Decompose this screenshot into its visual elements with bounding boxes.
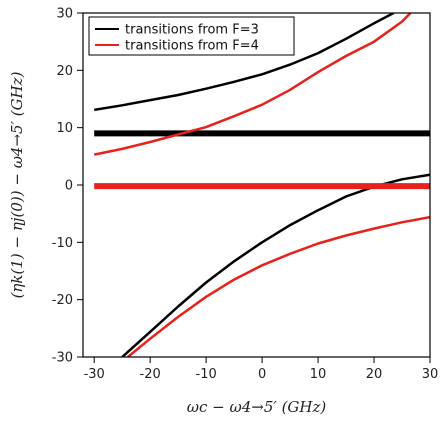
legend-label: transitions from F=4 [125,39,259,54]
series-line-5 [127,215,430,357]
y-tick-label: -30 [52,351,73,366]
y-tick-label: 10 [56,121,73,136]
y-tick-label: 0 [65,179,73,194]
legend-label: transitions from F=3 [125,23,259,38]
x-tick-label: 30 [422,367,439,382]
y-axis-label: (ηk(1) − ηj(0)) − ω4→5′ (GHz) [8,71,26,298]
series-line-0 [93,13,395,112]
y-tick-label: 20 [56,64,73,79]
y-tick-label: 30 [56,7,73,22]
x-tick-label: 20 [366,367,383,382]
y-axis-ticks: -30 -20 -10 0 10 20 30 [52,7,83,366]
series-line-3 [93,13,412,156]
x-tick-label: 0 [258,367,266,382]
x-tick-label: 10 [310,367,327,382]
plot-lines [93,13,430,357]
x-tick-label: -30 [84,367,105,382]
x-axis-ticks: -30 -20 -10 0 10 20 30 [84,357,439,382]
y-tick-label: -20 [52,293,73,308]
x-tick-label: -10 [196,367,217,382]
x-axis-label: ωc − ω4→5′ (GHz) [187,398,327,416]
x-tick-label: -20 [140,367,161,382]
legend-box [88,16,295,56]
series-line-2 [121,173,430,357]
y-tick-label: -10 [52,236,73,251]
